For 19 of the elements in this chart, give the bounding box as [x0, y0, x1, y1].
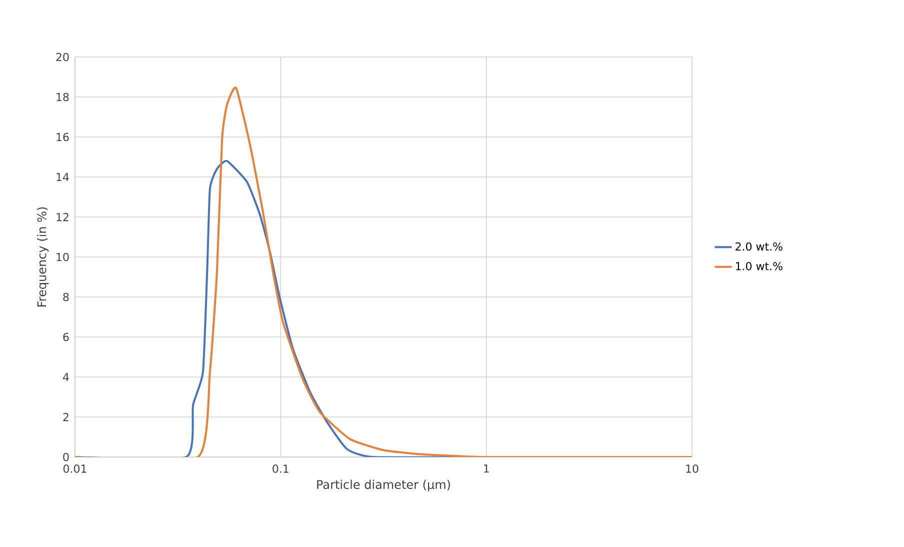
- y-tick-label: 20: [56, 52, 69, 62]
- y-tick-label: 2: [63, 412, 68, 422]
- y-tick-label: 18: [56, 92, 69, 102]
- y-tick-label: 10: [56, 252, 69, 262]
- legend-label: 1.0 wt.%: [736, 262, 782, 270]
- y-tick-label: 6: [63, 332, 69, 342]
- y-tick-label: 14: [56, 172, 69, 182]
- x-axis-title: Particle diameter (µm): [317, 480, 450, 492]
- x-tick-label: 0.1: [272, 464, 288, 473]
- x-tick-label: 0.01: [63, 464, 86, 473]
- y-tick-label: 4: [63, 372, 69, 382]
- x-tick-label: 10: [686, 464, 698, 473]
- y-tick-label: 16: [56, 132, 69, 142]
- x-tick-label: 1: [484, 464, 489, 473]
- legend-label: 2.0 wt.%: [736, 242, 782, 251]
- y-tick-label: 0: [63, 452, 69, 462]
- y-tick-label: 12: [56, 212, 68, 222]
- y-tick-label: 8: [63, 292, 69, 302]
- y-axis-title: Frequency (in %): [36, 207, 49, 306]
